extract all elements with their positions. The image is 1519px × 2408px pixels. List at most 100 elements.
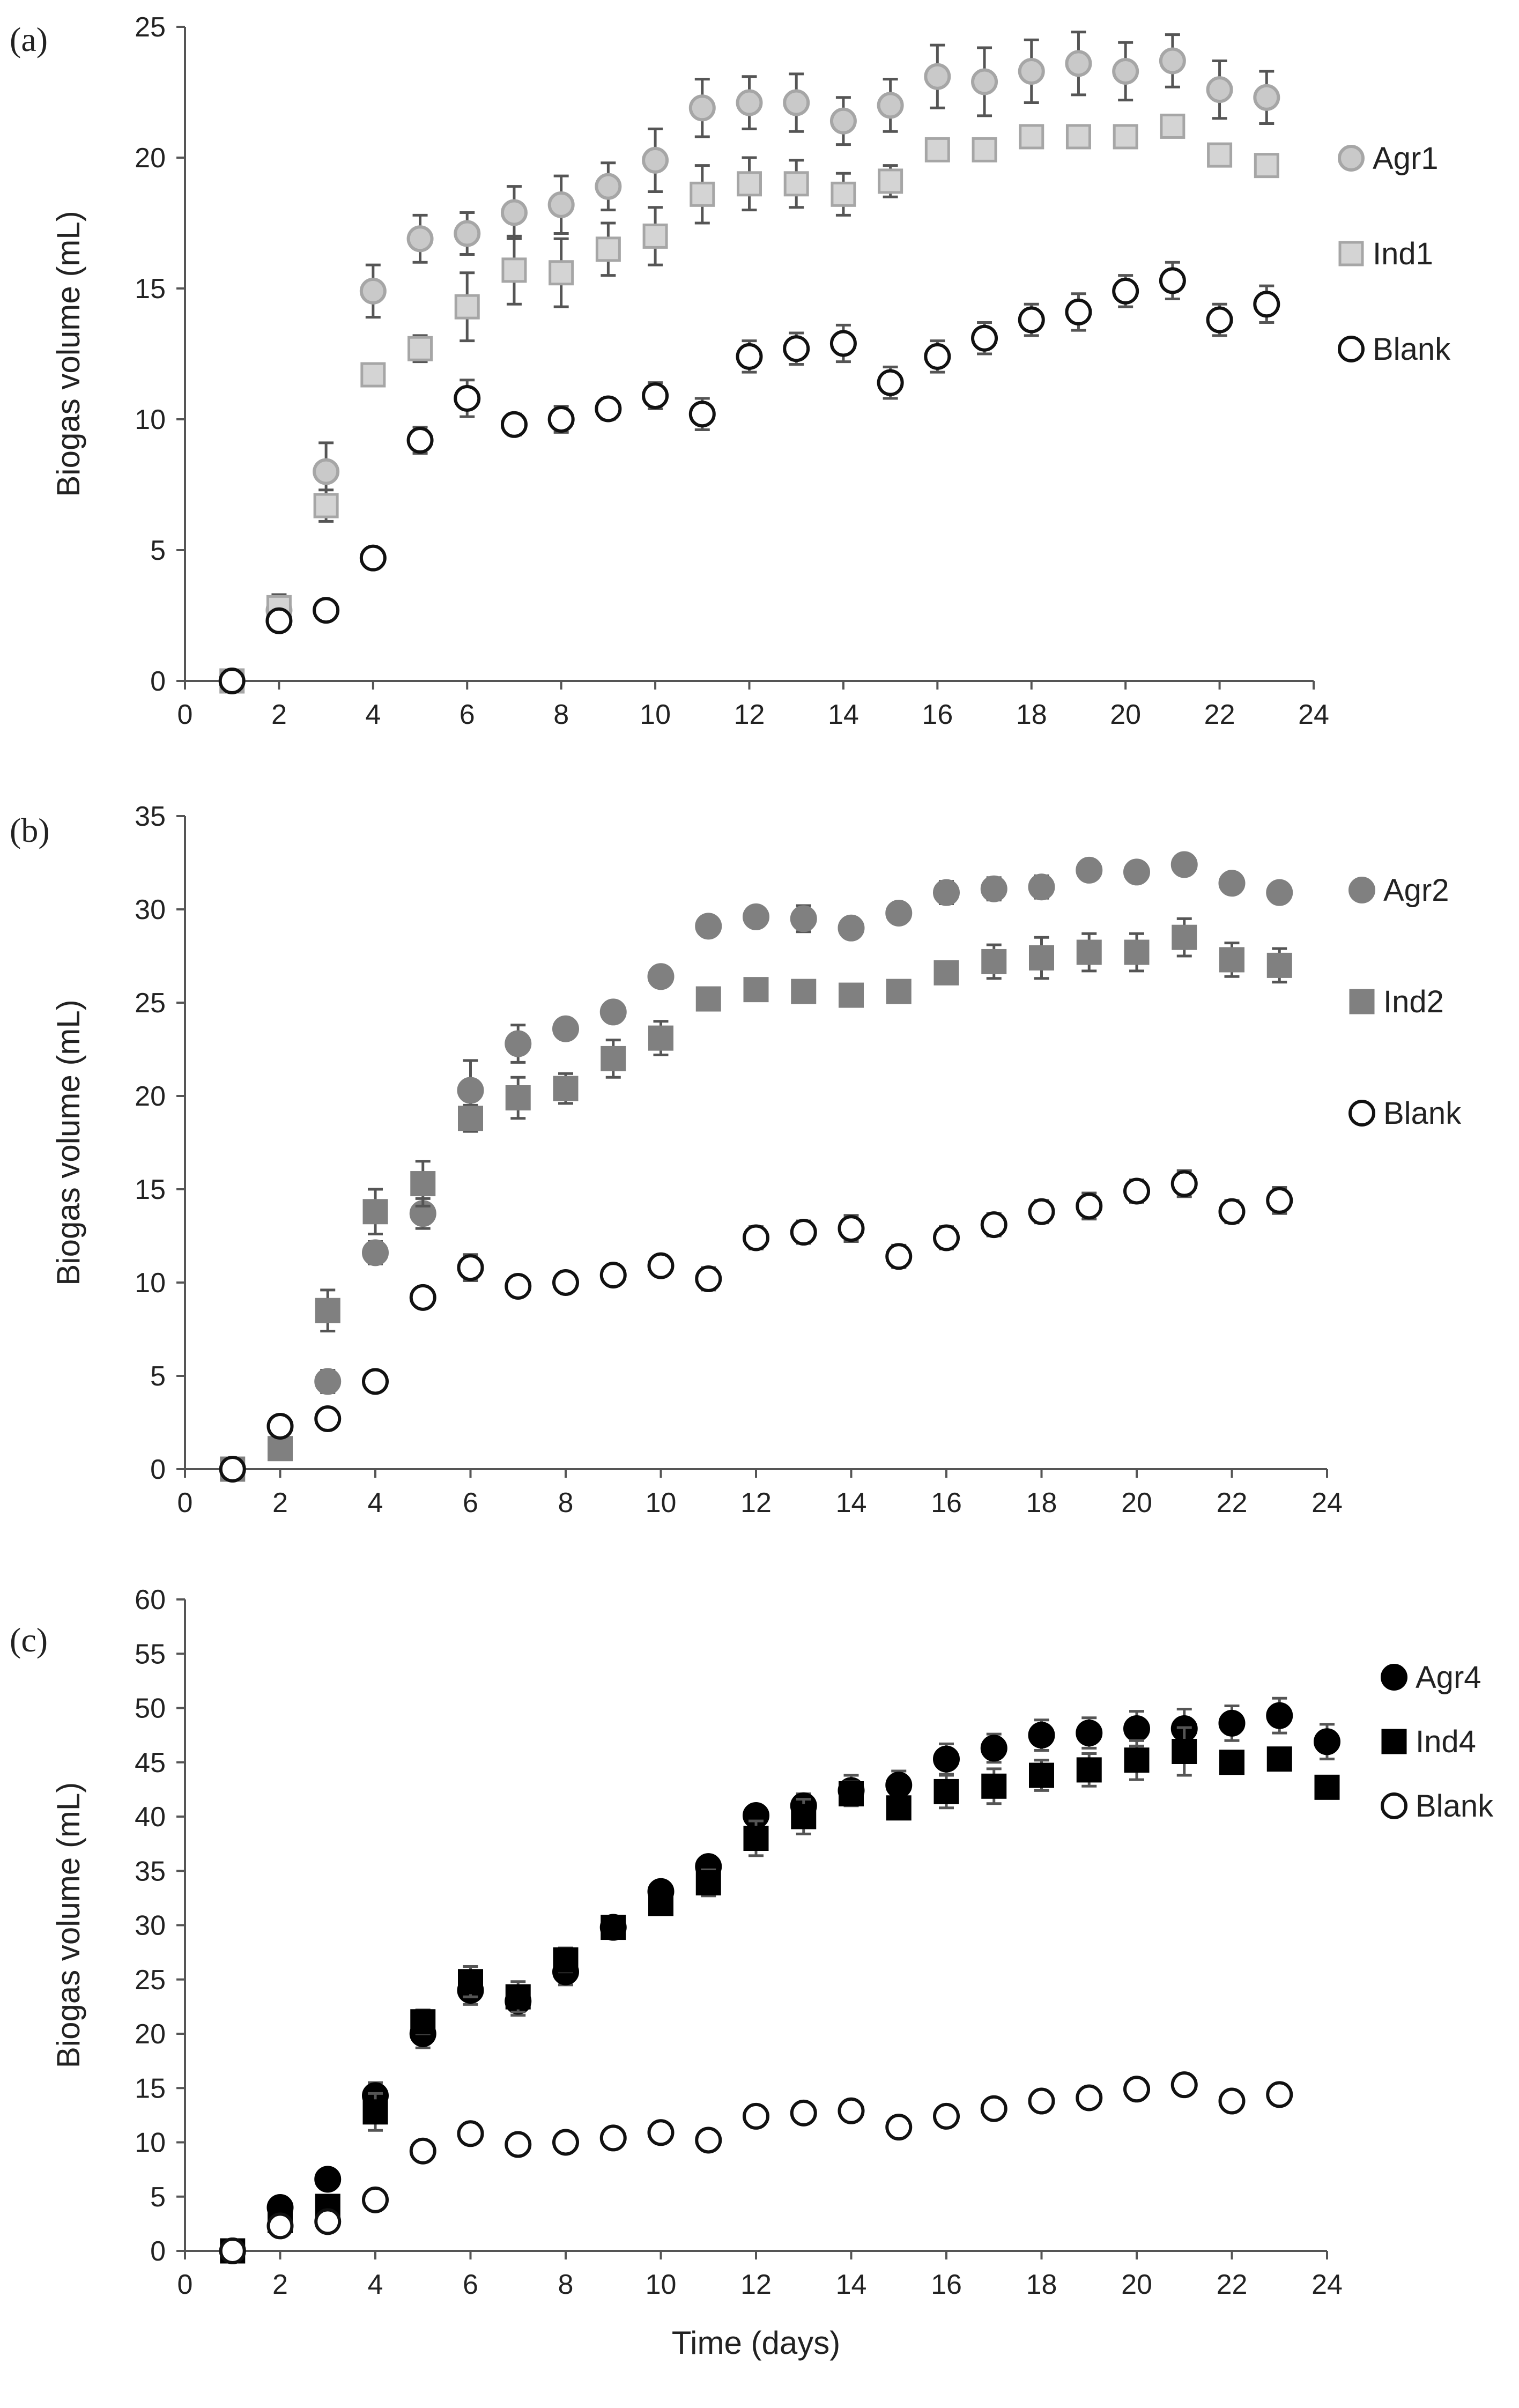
data-point	[838, 1215, 865, 1242]
data-point	[457, 2120, 484, 2147]
data-point	[1112, 277, 1139, 305]
data-point	[553, 1076, 579, 1101]
x-tick-label: 12	[740, 1487, 772, 1518]
x-tick-label: 16	[931, 2269, 962, 2300]
legend-item-agr4: Agr4	[1381, 1660, 1481, 1695]
series-ind2	[220, 917, 1292, 1482]
data-point	[315, 1298, 340, 1323]
panel-label: (c)	[10, 1621, 48, 1659]
data-point	[736, 89, 763, 116]
data-point	[695, 2127, 722, 2154]
data-point	[829, 107, 857, 135]
data-point	[1218, 1709, 1246, 1737]
data-point	[1123, 1177, 1150, 1205]
data-point	[1113, 124, 1138, 150]
data-point	[218, 668, 246, 694]
y-tick-label: 20	[135, 2019, 166, 2050]
y-tick-label: 30	[135, 1910, 166, 1942]
y-tick-label: 10	[135, 404, 166, 435]
data-point	[971, 68, 998, 95]
data-point	[406, 225, 434, 253]
y-axis-label: Biogas volume (mL)	[50, 211, 86, 497]
data-point	[688, 94, 716, 122]
x-tick-label: 2	[272, 1487, 288, 1518]
x-tick-label: 2	[272, 2269, 288, 2300]
data-point	[454, 220, 481, 247]
legend-marker	[1348, 877, 1375, 903]
data-point	[885, 1243, 913, 1270]
data-point	[547, 191, 575, 218]
y-tick-label: 35	[135, 801, 166, 832]
data-point	[362, 1199, 388, 1225]
data-point	[1314, 1728, 1340, 1755]
data-point	[743, 1224, 769, 1251]
x-tick-label: 22	[1204, 699, 1235, 730]
data-point	[743, 2102, 769, 2130]
data-point	[1266, 952, 1292, 978]
data-point	[1124, 1747, 1150, 1773]
data-point	[601, 1915, 626, 1940]
data-point	[1076, 856, 1103, 884]
data-point	[980, 1735, 1007, 1762]
data-point	[601, 1046, 626, 1071]
y-tick-label: 25	[135, 12, 166, 43]
data-point	[501, 257, 527, 283]
data-point	[1219, 947, 1244, 973]
legend-marker	[1338, 145, 1365, 172]
data-point	[552, 2129, 579, 2156]
data-point	[553, 1947, 579, 1973]
data-point	[642, 382, 669, 410]
legend-marker	[1381, 1729, 1407, 1754]
x-tick-label: 12	[740, 2269, 772, 2300]
data-point	[647, 2119, 675, 2146]
y-tick-label: 20	[135, 1081, 166, 1112]
x-tick-label: 10	[646, 1487, 677, 1518]
data-point	[268, 1436, 293, 1462]
y-tick-label: 5	[150, 1361, 166, 1392]
data-point	[265, 607, 293, 634]
data-point	[736, 343, 763, 370]
data-point	[266, 2212, 294, 2240]
panel-label: (b)	[10, 811, 50, 849]
x-tick-label: 2	[271, 699, 287, 730]
data-point	[1018, 306, 1045, 334]
data-point	[790, 2099, 817, 2127]
series-blank	[218, 261, 1280, 694]
data-point	[406, 427, 434, 454]
data-point	[1266, 2081, 1293, 2108]
data-point	[980, 2095, 1007, 2122]
legend-marker	[1381, 1664, 1407, 1691]
data-point	[924, 343, 951, 370]
x-tick-label: 12	[734, 699, 765, 730]
data-point	[362, 1368, 389, 1395]
data-point	[647, 963, 675, 990]
data-point	[1123, 2076, 1150, 2103]
legend-item-ind1: Ind1	[1338, 236, 1433, 271]
x-tick-label: 6	[463, 2269, 478, 2300]
data-point	[971, 324, 998, 352]
legend-marker	[1381, 1792, 1407, 1819]
data-point	[454, 384, 481, 412]
legend-label: Blank	[1383, 1096, 1462, 1131]
data-point	[314, 2166, 342, 2193]
x-tick-label: 22	[1217, 2269, 1248, 2300]
x-axis-label: Time (days)	[672, 2325, 840, 2361]
data-point	[1076, 1757, 1102, 1783]
data-point	[791, 979, 817, 1004]
data-point	[552, 1269, 579, 1296]
y-tick-label: 60	[135, 1584, 166, 1616]
y-tick-label: 55	[135, 1639, 166, 1670]
data-point	[885, 899, 913, 927]
data-point	[839, 982, 864, 1008]
data-point	[878, 168, 903, 194]
data-point	[790, 1219, 817, 1246]
data-point	[933, 879, 960, 906]
y-tick-label: 35	[135, 1856, 166, 1887]
data-point	[360, 362, 386, 388]
data-point	[505, 2131, 532, 2158]
x-tick-label: 18	[1016, 699, 1047, 730]
data-point	[737, 171, 762, 197]
data-point	[1076, 939, 1102, 965]
x-tick-label: 16	[922, 699, 953, 730]
data-point	[1206, 76, 1233, 103]
